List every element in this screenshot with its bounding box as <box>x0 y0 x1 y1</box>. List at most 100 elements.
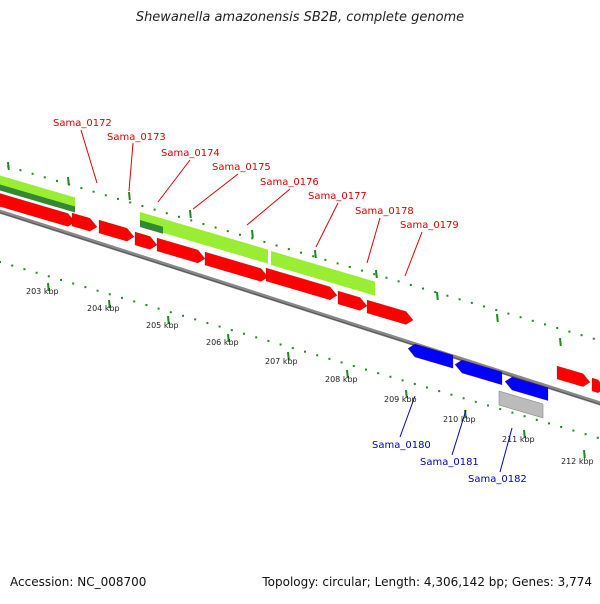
ruler-label-205-kbp: 205 kbp <box>146 321 179 330</box>
leader-line-top-5 <box>315 202 339 248</box>
ruler-dot-lower <box>316 354 319 357</box>
ruler-dot-upper <box>129 201 132 204</box>
ruler-dot-upper <box>190 219 193 222</box>
leader-line-bottom-1 <box>451 409 467 456</box>
ruler-dot-upper <box>141 205 144 208</box>
ruler-dot-lower <box>194 318 197 321</box>
ruler-dot-upper <box>300 251 302 254</box>
ruler-dot-lower <box>401 379 404 382</box>
leader-line-top-0 <box>80 129 98 184</box>
ruler-dot-lower <box>230 329 233 332</box>
ruler-dot-upper <box>495 309 498 312</box>
ruler-dot-upper <box>56 179 58 182</box>
gene-label-sama-0175[interactable]: Sama_0175 <box>212 162 271 173</box>
ruler-dot-lower <box>291 347 294 350</box>
gene-arrow-reverse-0 <box>407 343 454 369</box>
backbone <box>0 209 600 406</box>
ruler-tick-lower <box>227 333 230 343</box>
gene-labels: Sama_0172 Sama_0173 Sama_0174 Sama_0175 … <box>26 118 594 485</box>
gene-arrow-forward-4 <box>156 237 206 264</box>
ruler-tick-upper <box>436 291 439 301</box>
cds-bar-left <box>0 175 75 209</box>
ruler-label-209-kbp: 209 kbp <box>384 395 417 404</box>
ruler-dot-upper <box>251 237 254 240</box>
ruler-tick-lower <box>108 299 111 309</box>
gene-label-sama-0174[interactable]: Sama_0174 <box>161 148 220 159</box>
ruler-dot-lower <box>572 429 575 432</box>
ruler-tick-upper <box>496 313 499 323</box>
ruler-dot-lower <box>365 368 367 371</box>
ruler-dot-lower <box>389 375 392 378</box>
ruler-dot-lower <box>96 289 99 292</box>
ruler-dot-upper <box>336 262 339 265</box>
gene-arrow-forward-8 <box>366 299 414 325</box>
gene-label-sama-0172[interactable]: Sama_0172 <box>53 118 112 129</box>
ruler-tick-lower <box>405 389 408 399</box>
ruler-dot-lower <box>352 365 355 368</box>
ruler-dot-upper <box>446 294 449 297</box>
ruler-dot-lower <box>328 357 331 360</box>
gene-label-sama-0182[interactable]: Sama_0182 <box>468 474 527 485</box>
ruler-tick-lower <box>287 351 290 361</box>
backbone-edge <box>0 212 600 405</box>
ruler-dot-upper <box>470 301 473 304</box>
gene-label-sama-0177[interactable]: Sama_0177 <box>308 191 367 202</box>
ruler-tick-upper <box>7 161 10 171</box>
ruler-dot-upper <box>434 291 437 294</box>
ruler-dot-lower <box>133 300 136 303</box>
cds-bar-left-dark <box>0 184 75 213</box>
ruler-tick-upper <box>128 191 131 201</box>
ruler-dot-upper <box>409 283 412 286</box>
ruler-dot-lower <box>169 311 172 314</box>
ruler-dot-lower <box>108 293 111 296</box>
gene-label-sama-0176[interactable]: Sama_0176 <box>260 177 319 188</box>
ruler-label-207-kbp: 207 kbp <box>265 357 298 366</box>
map-title: Shewanella amazonensis SB2B, complete ge… <box>135 10 465 25</box>
ruler-dot-lower <box>535 418 538 421</box>
ruler-dot-upper <box>373 273 376 276</box>
ruler-dot-lower <box>450 393 453 396</box>
ruler-dot-upper <box>153 208 156 211</box>
gene-arrow-reverse-1 <box>454 359 503 386</box>
gene-label-sama-0179[interactable]: Sama_0179 <box>400 220 459 231</box>
ruler-label-203-kbp: 203 kbp <box>26 287 59 296</box>
ruler-dot-upper <box>19 169 22 172</box>
gene-arrow-forward-7 <box>337 290 368 311</box>
ruler-label-211-kbp: 211 kbp <box>502 435 535 444</box>
gene-arrow-reverse-2 <box>504 376 549 402</box>
gene-label-sama-0180[interactable]: Sama_0180 <box>372 440 431 451</box>
leader-line-top-6 <box>366 217 381 264</box>
ruler-dot-lower <box>548 422 550 425</box>
ruler-dot-upper <box>263 240 266 243</box>
cds-bar-middle-dark <box>140 220 163 234</box>
cds-bar-middle <box>140 212 268 264</box>
ruler-dot-lower <box>84 286 87 289</box>
ruler-dot-lower <box>182 314 184 317</box>
ruler-dot-upper <box>531 319 534 322</box>
ruler-label-212-kbp: 212 kbp <box>561 457 594 466</box>
ruler-label-206-kbp: 206 kbp <box>206 338 239 347</box>
leader-line-top-3 <box>192 173 239 210</box>
ruler-dot-upper <box>92 190 95 193</box>
ruler-tick-lower <box>583 449 586 459</box>
leader-line-bottom-0 <box>399 395 416 438</box>
ruler-dot-lower <box>23 268 26 271</box>
gene-label-sama-0181[interactable]: Sama_0181 <box>420 457 479 468</box>
accession-text: Accession: NC_008700 <box>10 575 147 589</box>
leader-line-top-2 <box>157 159 191 203</box>
ruler-label-208-kbp: 208 kbp <box>325 375 358 384</box>
gene-label-sama-0178[interactable]: Sama_0178 <box>355 206 414 217</box>
gene-arrow-forward-3 <box>134 231 158 250</box>
gene-arrow-forward-10 <box>591 377 600 394</box>
ruler-dot-lower <box>438 390 441 393</box>
ruler-dot-upper <box>397 280 400 283</box>
ruler-dot-lower <box>255 336 258 339</box>
ruler-dot-lower <box>60 278 62 281</box>
ruler-tick-upper <box>251 229 254 239</box>
gene-label-sama-0173[interactable]: Sama_0173 <box>107 132 166 143</box>
leader-line-top-1 <box>128 142 134 192</box>
ruler-dot-upper <box>422 287 424 290</box>
ruler-dot-upper <box>483 305 485 308</box>
leader-line-bottom-2 <box>499 427 513 473</box>
